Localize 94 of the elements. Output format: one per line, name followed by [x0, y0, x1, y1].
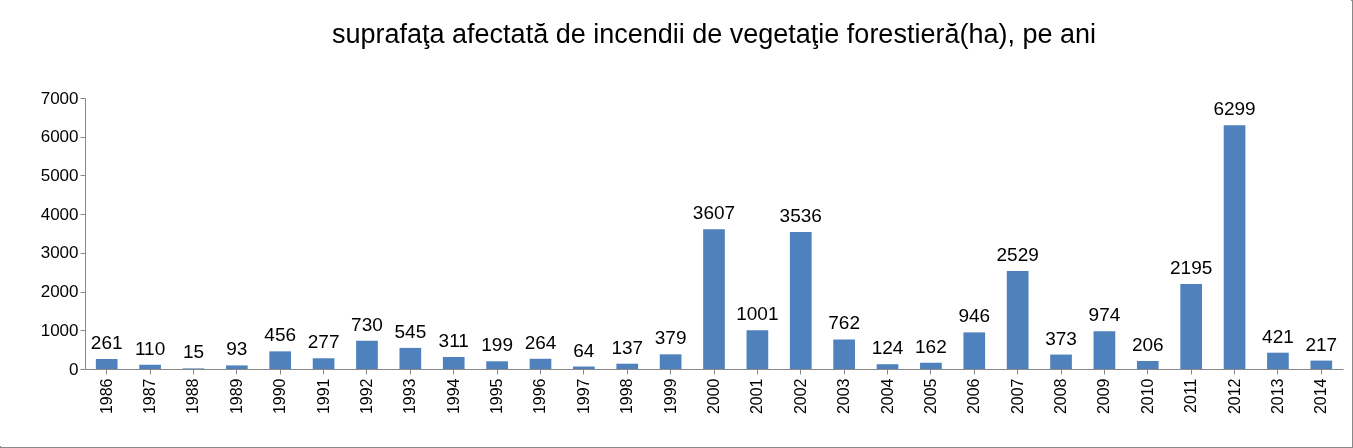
- x-tick-label: 1988: [184, 378, 202, 415]
- bar: [1180, 284, 1203, 369]
- data-label: 1001: [736, 303, 779, 325]
- x-tick-label: 1991: [314, 378, 332, 415]
- x-tick-label: 2007: [1008, 378, 1026, 415]
- bar: [1093, 331, 1116, 369]
- y-tick-label: 5000: [40, 165, 79, 185]
- x-tick-label: 1997: [574, 378, 592, 415]
- data-label: 261: [90, 331, 123, 353]
- x-tick-label: 1996: [531, 378, 549, 415]
- data-label: 206: [1131, 334, 1164, 356]
- data-label: 456: [264, 324, 297, 346]
- x-tick-label: 2004: [878, 378, 896, 415]
- x-tick-label: 1993: [401, 378, 419, 415]
- bar: [833, 339, 855, 369]
- data-label: 264: [524, 331, 557, 353]
- y-tick-label: 3000: [40, 243, 79, 263]
- x-tick-label: 1995: [488, 378, 506, 415]
- data-label: 162: [915, 335, 947, 357]
- bar: [1006, 271, 1029, 369]
- bar: [876, 364, 899, 369]
- y-tick-label: 2000: [40, 282, 79, 302]
- bar: [789, 232, 812, 369]
- data-label: 379: [654, 327, 687, 349]
- x-tick-label: 1987: [141, 378, 159, 415]
- x-tick-label: 1999: [661, 378, 679, 415]
- bar: [1136, 361, 1159, 369]
- x-tick-label: 1992: [357, 378, 375, 415]
- bar: [616, 363, 639, 369]
- bar: [1223, 125, 1246, 369]
- x-tick-label: 2002: [791, 378, 809, 415]
- data-label: 373: [1045, 327, 1077, 349]
- x-tick-label: 2009: [1095, 378, 1113, 415]
- bar: [312, 358, 335, 369]
- data-label: 730: [351, 313, 383, 335]
- data-label: 974: [1088, 304, 1121, 326]
- x-tick-label: 1986: [97, 378, 115, 415]
- bar: [399, 347, 422, 369]
- bar: [486, 361, 508, 369]
- bar: [703, 229, 725, 369]
- y-tick-label: 1000: [40, 320, 79, 340]
- x-tick-label: 2012: [1225, 378, 1243, 415]
- bar: [1267, 352, 1289, 369]
- data-label: 217: [1305, 333, 1338, 355]
- x-tick-label: 2000: [705, 378, 722, 415]
- x-tick-label: 2010: [1138, 378, 1156, 415]
- y-tick-label: 6000: [40, 127, 79, 147]
- y-tick-label: 7000: [40, 88, 79, 108]
- data-label: 421: [1262, 325, 1294, 347]
- x-tick-label: 2014: [1312, 378, 1330, 415]
- data-label: 2195: [1170, 257, 1213, 279]
- bar: [529, 358, 552, 369]
- data-label: 93: [226, 338, 248, 360]
- bar: [442, 356, 465, 369]
- x-tick-label: 2001: [748, 378, 766, 415]
- data-label: 15: [182, 341, 205, 363]
- data-label: 311: [438, 329, 469, 351]
- bar: [95, 358, 118, 369]
- data-label: 137: [611, 336, 644, 358]
- data-label: 277: [307, 331, 340, 353]
- bar: [746, 330, 769, 369]
- data-label: 3607: [692, 202, 736, 224]
- data-label: 6299: [1213, 98, 1256, 120]
- bar: [659, 354, 682, 369]
- bar: [963, 332, 986, 369]
- x-tick-label: 1989: [227, 378, 245, 415]
- bar: [1310, 360, 1333, 369]
- data-label: 124: [871, 337, 904, 359]
- data-label: 110: [134, 337, 166, 359]
- x-tick-label: 2006: [965, 378, 983, 415]
- chart-title: suprafaţa afectată de incendii de vegetaţie forestieră(ha), pe ani: [332, 19, 1096, 49]
- data-label: 3536: [779, 205, 822, 227]
- data-label: 946: [958, 305, 991, 327]
- data-label: 545: [394, 320, 427, 342]
- x-tick-label: 2003: [835, 378, 853, 415]
- data-label: 64: [573, 339, 595, 361]
- x-tick-label: 2013: [1268, 378, 1286, 415]
- data-label: 2529: [996, 244, 1039, 266]
- y-tick-label: 0: [69, 359, 79, 379]
- bar: [139, 364, 161, 369]
- x-tick-label: 2011: [1182, 378, 1200, 413]
- bar: [920, 362, 942, 369]
- bar: [1050, 354, 1072, 369]
- data-label: 762: [828, 312, 860, 334]
- x-tick-label: 1990: [271, 378, 289, 415]
- x-tick-label: 2008: [1052, 378, 1070, 415]
- y-tick-label: 4000: [40, 204, 79, 224]
- x-tick-label: 2005: [921, 378, 939, 415]
- x-tick-label: 1998: [618, 378, 636, 415]
- data-label: 199: [481, 334, 513, 356]
- bar: [269, 351, 292, 369]
- bar: [356, 340, 378, 369]
- x-tick-label: 1994: [444, 378, 462, 415]
- bar: [225, 365, 248, 369]
